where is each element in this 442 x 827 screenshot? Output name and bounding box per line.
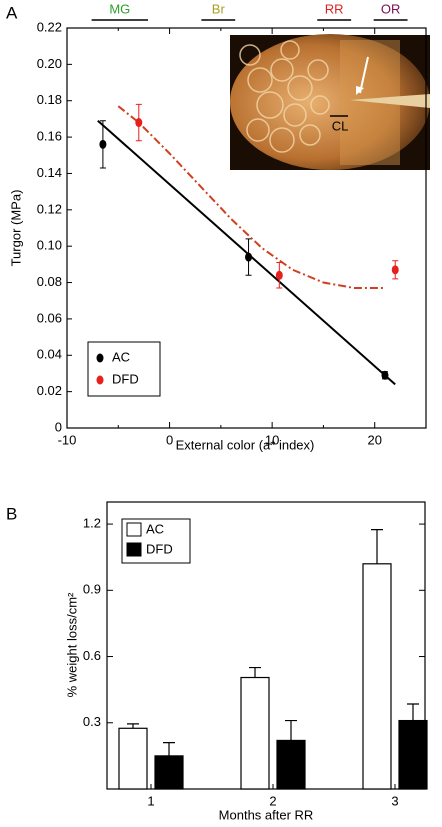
legend-swatch	[126, 522, 142, 537]
inset-photo	[230, 34, 430, 170]
y-tick-label: 0.18	[37, 92, 62, 107]
legend-label: AC	[146, 521, 164, 536]
x-tick-label: 20	[367, 432, 381, 447]
x-tick-label: 3	[391, 793, 398, 808]
y-tick-label: 0.6	[83, 648, 101, 663]
legend-box	[121, 518, 191, 564]
panel-label: A	[6, 3, 18, 22]
bar	[240, 676, 270, 790]
x-tick-label: 10	[265, 432, 279, 447]
bar	[118, 727, 148, 790]
legend-label: DFD	[112, 371, 139, 386]
fit-line	[97, 119, 396, 386]
y-tick-label: 0.14	[37, 165, 62, 180]
point	[381, 370, 389, 380]
error-bar	[371, 528, 383, 564]
y-tick-label: 0.16	[37, 129, 62, 144]
x-tick-label: 2	[269, 793, 276, 808]
legend-marker	[96, 375, 104, 385]
y-tick-label: 0.04	[37, 347, 62, 362]
point	[275, 270, 283, 280]
error-bar	[249, 666, 261, 678]
legend-marker	[96, 353, 104, 363]
stage-label: MG	[109, 1, 130, 16]
bar	[398, 719, 428, 790]
x-tick-label: 0	[166, 432, 173, 447]
point	[391, 265, 399, 275]
stage-label: OR	[381, 1, 401, 16]
legend-swatch	[126, 542, 142, 557]
bar	[362, 563, 392, 790]
y-tick-label: 0.9	[83, 582, 101, 597]
y-tick-label: 0	[55, 419, 62, 434]
y-tick-label: 1.2	[83, 516, 101, 531]
error-bar	[285, 719, 297, 741]
bar	[276, 739, 306, 790]
y-tick-label: 0.12	[37, 201, 62, 216]
y-tick-label: 0.20	[37, 56, 62, 71]
x-axis-label: External color (a* index)	[176, 437, 315, 452]
y-tick-label: 0.06	[37, 310, 62, 325]
point	[99, 139, 107, 149]
bar	[154, 755, 184, 790]
x-tick-label: -10	[58, 432, 77, 447]
inset-label: CL	[332, 118, 349, 133]
point	[245, 252, 253, 262]
x-tick-label: 1	[147, 793, 154, 808]
stage-label: Br	[212, 1, 226, 16]
error-bar	[407, 703, 419, 721]
legend-box	[87, 341, 161, 397]
y-axis-label: % weight loss/cm²	[64, 592, 79, 697]
y-tick-label: 0.02	[37, 383, 62, 398]
point	[135, 118, 143, 128]
plot-frame	[66, 27, 427, 429]
legend-label: AC	[112, 349, 130, 364]
stage-label: RR	[325, 1, 344, 16]
y-tick-label: 0.22	[37, 19, 62, 34]
y-tick-label: 0.08	[37, 274, 62, 289]
panel-label: B	[6, 504, 17, 523]
x-axis-label: Months after RR	[219, 807, 314, 822]
error-bar	[127, 723, 139, 729]
error-bar	[163, 742, 175, 756]
y-tick-label: 0.3	[83, 714, 101, 729]
legend-label: DFD	[146, 541, 173, 556]
y-axis-label: Turgor (MPa)	[8, 190, 23, 267]
fit-line	[117, 105, 385, 289]
y-tick-label: 0.10	[37, 238, 62, 253]
